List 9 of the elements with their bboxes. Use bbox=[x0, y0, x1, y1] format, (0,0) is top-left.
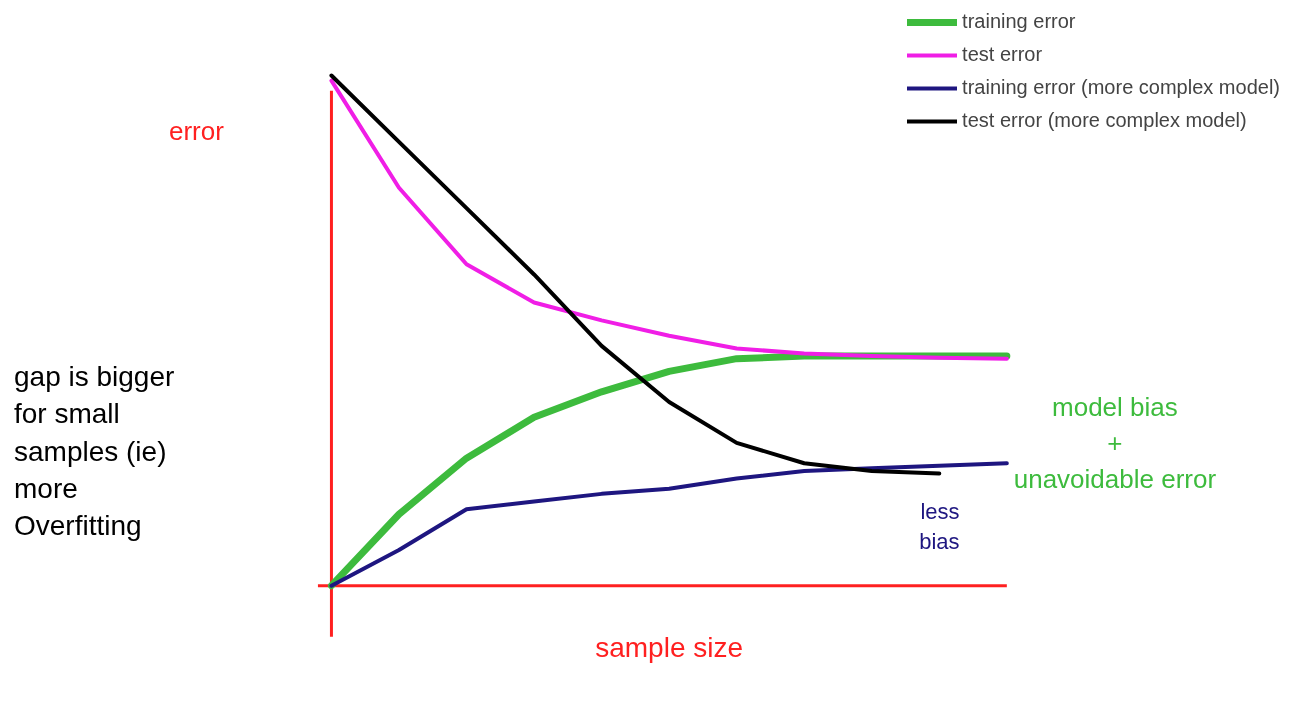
legend-label: test error bbox=[962, 43, 1043, 66]
y-axis-title: error bbox=[168, 116, 225, 147]
legend-label: test error (more complex model) bbox=[962, 109, 1247, 132]
legend-label: training error (more complex model) bbox=[962, 76, 1280, 99]
text: gap is bigger for small samples (ie) more Overfitting bbox=[14, 361, 175, 542]
text: model bias + unavoidable error bbox=[1013, 391, 1217, 494]
legend-label: training error bbox=[962, 10, 1076, 33]
annotation: less bias bbox=[919, 498, 960, 554]
x-axis-title: sample size bbox=[595, 631, 744, 663]
